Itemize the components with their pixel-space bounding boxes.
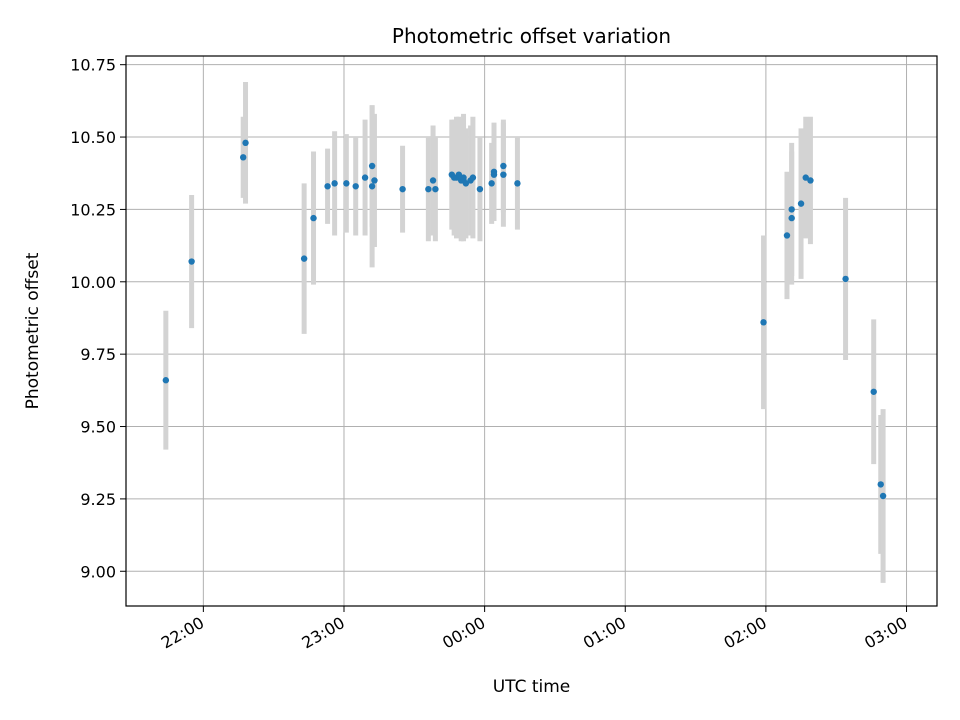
y-axis-label: Photometric offset xyxy=(23,252,43,409)
x-axis-label: UTC time xyxy=(493,677,571,697)
y-tick-label: 9.50 xyxy=(80,418,116,437)
data-point xyxy=(188,258,195,265)
y-tick-label: 10.00 xyxy=(70,273,116,292)
data-point xyxy=(879,492,887,500)
data-points xyxy=(162,139,887,500)
data-point xyxy=(368,183,376,190)
chart-title: Photometric offset variation xyxy=(392,24,671,48)
data-point xyxy=(870,388,877,395)
x-tick-label: 00:00 xyxy=(439,613,488,653)
data-point xyxy=(425,185,432,193)
x-tick-label: 02:00 xyxy=(720,613,769,653)
data-point xyxy=(331,180,338,187)
data-point xyxy=(399,185,406,193)
data-point xyxy=(797,200,805,207)
error-bars xyxy=(163,82,886,583)
data-point xyxy=(343,180,350,187)
data-point xyxy=(310,214,317,222)
y-tick-label: 9.00 xyxy=(80,562,116,581)
data-point xyxy=(500,162,507,170)
data-point xyxy=(488,180,495,187)
y-tick-label: 10.75 xyxy=(70,56,116,75)
data-point xyxy=(239,154,247,161)
y-tick-label: 10.25 xyxy=(70,200,116,219)
data-point xyxy=(788,214,795,222)
x-tick-label: 23:00 xyxy=(299,613,348,653)
data-point xyxy=(352,183,359,190)
data-point xyxy=(788,206,795,213)
data-point xyxy=(300,255,308,262)
y-tick-label: 9.25 xyxy=(80,490,116,509)
data-point xyxy=(455,171,463,178)
y-tick-label: 10.50 xyxy=(70,128,116,147)
data-point xyxy=(460,174,467,181)
x-tick-label: 03:00 xyxy=(861,613,910,653)
data-point xyxy=(807,177,814,184)
plot-frame xyxy=(125,55,938,607)
data-point xyxy=(361,174,369,181)
data-point xyxy=(877,481,884,488)
data-point xyxy=(162,377,170,384)
data-point xyxy=(476,185,484,193)
x-tick-label: 22:00 xyxy=(158,613,207,653)
data-point xyxy=(500,171,507,178)
data-point xyxy=(842,275,849,283)
data-point xyxy=(432,185,439,193)
data-point xyxy=(324,183,331,190)
data-point xyxy=(242,139,249,147)
data-point xyxy=(469,174,477,181)
data-point xyxy=(783,232,791,239)
x-tick-label: 01:00 xyxy=(580,613,629,653)
data-point xyxy=(514,180,521,187)
data-point xyxy=(429,177,437,184)
data-point xyxy=(490,171,498,178)
data-point xyxy=(368,162,376,170)
data-point xyxy=(462,180,470,187)
data-point xyxy=(371,177,378,184)
y-tick-label: 9.75 xyxy=(80,345,116,364)
data-point xyxy=(802,174,809,181)
data-point xyxy=(760,319,767,326)
